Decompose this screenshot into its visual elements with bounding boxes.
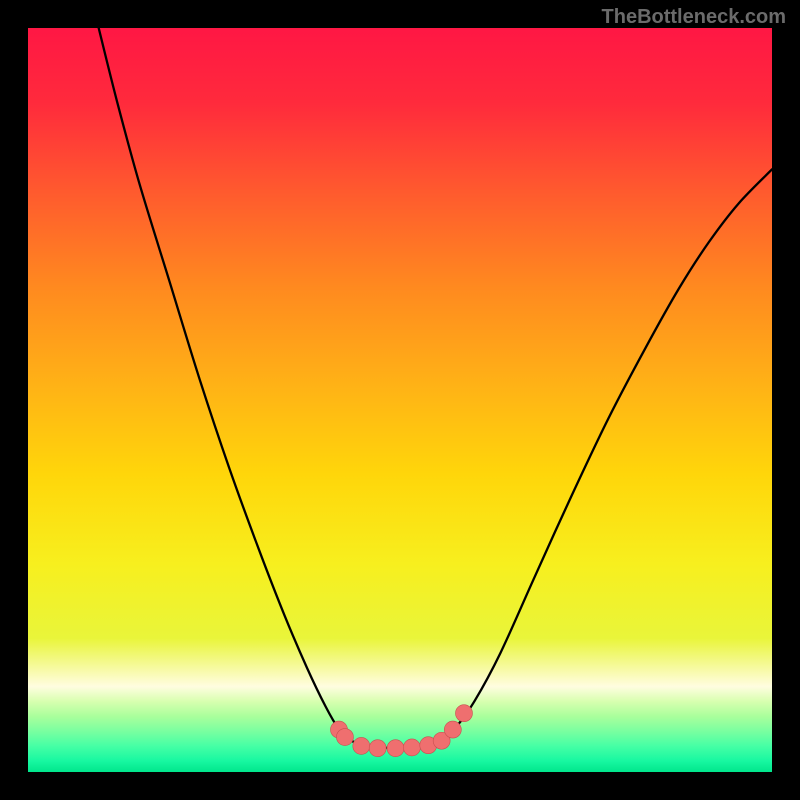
curve-marker (353, 737, 370, 754)
chart-outer-frame: TheBottleneck.com (0, 0, 800, 800)
plot-area (28, 28, 772, 772)
curve-marker (444, 721, 461, 738)
curve-marker (455, 705, 472, 722)
watermark-text: TheBottleneck.com (602, 6, 786, 29)
curve-marker (369, 740, 386, 757)
bottleneck-curve-chart (28, 28, 772, 772)
curve-marker (387, 740, 404, 757)
curve-marker (403, 739, 420, 756)
gradient-background (28, 28, 772, 772)
curve-marker (336, 729, 353, 746)
